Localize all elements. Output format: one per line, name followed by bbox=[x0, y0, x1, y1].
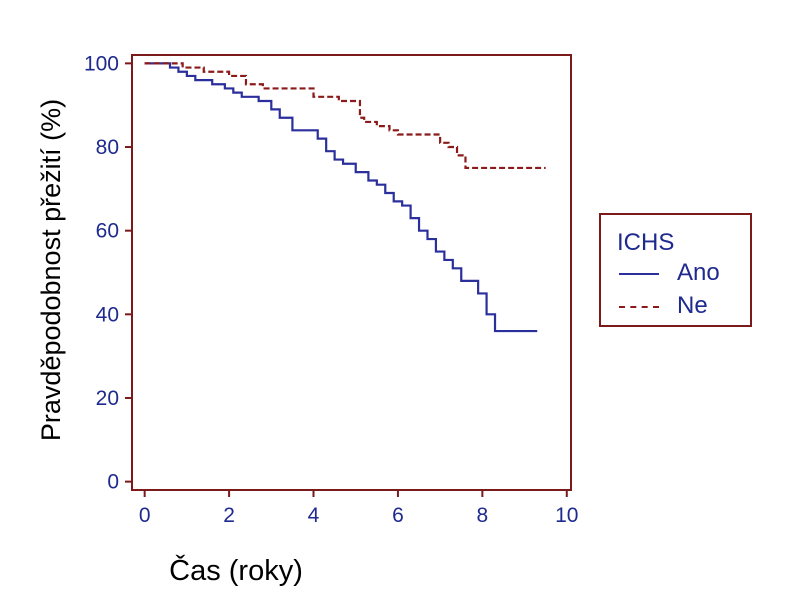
y-tick-label: 60 bbox=[96, 220, 119, 243]
y-tick-label: 100 bbox=[84, 52, 119, 75]
y-tick-label: 80 bbox=[96, 136, 119, 159]
legend-title: ICHS bbox=[617, 229, 675, 256]
x-tick-label: 4 bbox=[308, 504, 320, 527]
y-tick-label: 20 bbox=[96, 387, 119, 410]
x-tick-label: 0 bbox=[139, 504, 151, 527]
legend-item-ano: Ano bbox=[619, 259, 749, 287]
x-tick-label: 6 bbox=[392, 504, 404, 527]
y-tick-label: 0 bbox=[107, 471, 119, 494]
legend-swatch-ano bbox=[619, 273, 659, 275]
legend-label-ne: Ne bbox=[677, 292, 708, 319]
x-tick-label: 8 bbox=[477, 504, 489, 527]
legend-swatch-ne bbox=[619, 306, 659, 308]
x-axis-label: Čas (roky) bbox=[169, 553, 303, 587]
y-axis-label: Pravděpodobnost přežití (%) bbox=[36, 99, 66, 441]
plot-frame bbox=[131, 54, 572, 491]
y-tick-label: 40 bbox=[96, 303, 119, 326]
series-line-ano bbox=[144, 62, 538, 333]
x-tick-label: 10 bbox=[555, 504, 578, 527]
legend-item-ne: Ne bbox=[619, 292, 749, 320]
legend: ICHS Ano Ne bbox=[599, 213, 752, 327]
x-tick-label: 2 bbox=[223, 504, 235, 527]
legend-label-ano: Ano bbox=[677, 259, 720, 286]
series-line-ne bbox=[144, 62, 546, 170]
